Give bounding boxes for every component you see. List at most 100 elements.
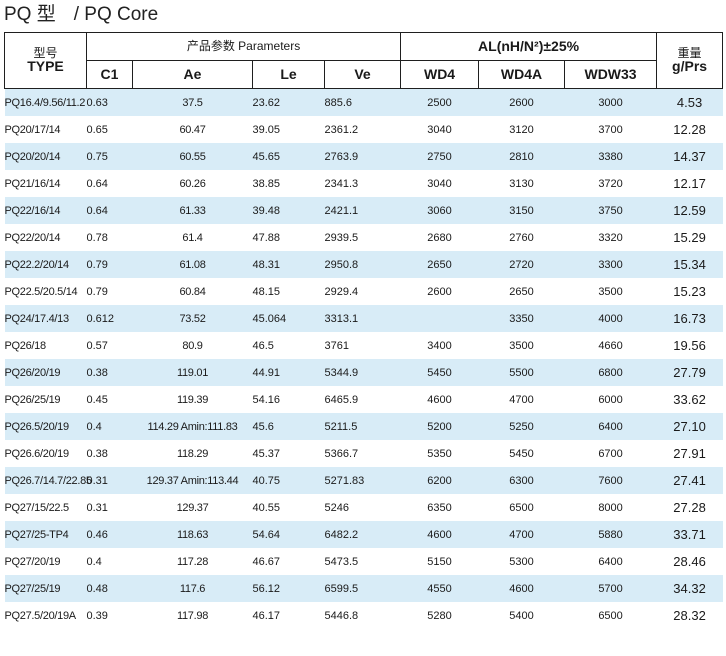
ve-cell: 5271.83	[324, 467, 401, 494]
ae-cell: 117.28	[132, 548, 253, 575]
wd4-cell: 5150	[400, 548, 479, 575]
c1-cell: 0.38	[86, 440, 133, 467]
weight-cell: 33.71	[656, 521, 723, 548]
table-row: PQ22.2/20/14 0.79 61.08 48.31 2950.8 2650 2720…	[4, 251, 723, 278]
type-cell: PQ20/17/14	[4, 116, 87, 143]
ae-cell: 37.5	[132, 88, 253, 116]
ve-cell: 5366.7	[324, 440, 401, 467]
wd4-cell: 4600	[400, 386, 479, 413]
ve-cell: 3313.1	[324, 305, 401, 332]
wd4a-cell: 2650	[478, 278, 565, 305]
type-cell: PQ16.4/9.56/11.2	[4, 88, 87, 116]
le-cell: 46.5	[252, 332, 325, 359]
weight-cell: 15.23	[656, 278, 723, 305]
page-title-main: PQ 型	[4, 4, 56, 25]
table-row: PQ22/16/14 0.64 61.33 39.48 2421.1 3060 3150 37…	[4, 197, 723, 224]
type-cell: PQ27.5/20/19A	[4, 602, 87, 629]
ve-cell: 3761	[324, 332, 401, 359]
ae-cell: 118.29	[132, 440, 253, 467]
type-cell: PQ22/20/14	[4, 224, 87, 251]
table-row: PQ26.7/14.7/22.85 0.31 129.37 Amin:113.44 4…	[4, 467, 723, 494]
weight-cell: 27.28	[656, 494, 723, 521]
header-row-columns: C1 Ae Le Ve WD4 WD4A WDW33	[5, 60, 723, 89]
table-row: PQ16.4/9.56/11.2 0.63 37.5 23.62 885.6 2500 26…	[4, 88, 723, 116]
ae-cell: 60.47	[132, 116, 253, 143]
le-cell: 39.05	[252, 116, 325, 143]
type-cell: PQ26.6/20/19	[4, 440, 87, 467]
c1-cell: 0.31	[86, 494, 133, 521]
le-cell: 23.62	[252, 88, 325, 116]
wd4-cell: 4550	[400, 575, 479, 602]
wd4a-cell: 4600	[478, 575, 565, 602]
table-row: PQ21/16/14 0.64 60.26 38.85 2341.3 3040 3130 37…	[4, 170, 723, 197]
ve-cell: 2421.1	[324, 197, 401, 224]
col-header-wd4a: WD4A	[478, 60, 566, 89]
ae-cell: 60.84	[132, 278, 253, 305]
ae-cell: 118.63	[132, 521, 253, 548]
wdw33-cell: 6400	[564, 413, 657, 440]
wdw33-cell: 6000	[564, 386, 657, 413]
wdw33-cell: 6800	[564, 359, 657, 386]
le-cell: 45.6	[252, 413, 325, 440]
type-cell: PQ26.7/14.7/22.85	[4, 467, 92, 494]
table-row: PQ27/25-TP4 0.46 118.63 54.64 6482.2 4600 4700…	[4, 521, 723, 548]
wdw33-cell: 6700	[564, 440, 657, 467]
type-cell: PQ26/20/19	[4, 359, 87, 386]
wd4-cell: 2650	[400, 251, 479, 278]
wd4a-cell: 5500	[478, 359, 565, 386]
wd4-cell: 3040	[400, 170, 479, 197]
weight-cell: 28.32	[656, 602, 723, 629]
col-header-le: Le	[252, 60, 325, 89]
c1-cell: 0.78	[86, 224, 133, 251]
le-cell: 46.17	[252, 602, 325, 629]
ve-cell: 5344.9	[324, 359, 401, 386]
wd4-cell: 2500	[400, 88, 479, 116]
c1-cell: 0.79	[86, 278, 133, 305]
parameters-group-header: 产品参数 Parameters	[85, 32, 402, 61]
col-header-c1: C1	[86, 60, 133, 89]
wd4a-cell: 3150	[478, 197, 565, 224]
ae-cell: 129.37 Amin:113.44	[132, 467, 253, 494]
wd4-cell: 6200	[400, 467, 479, 494]
page-title-sub: / PQ Core	[73, 4, 159, 25]
ve-cell: 5246	[324, 494, 401, 521]
le-cell: 46.67	[252, 548, 325, 575]
le-cell: 48.15	[252, 278, 325, 305]
ae-cell: 117.98	[132, 602, 253, 629]
wd4a-cell: 2720	[478, 251, 565, 278]
wd4-cell: 5200	[400, 413, 479, 440]
table-row: PQ26.5/20/19 0.4 114.29 Amin:111.83 45.6 521…	[4, 413, 723, 440]
table-row: PQ20/17/14 0.65 60.47 39.05 2361.2 3040 3120 37…	[4, 116, 723, 143]
ae-cell: 117.6	[132, 575, 253, 602]
wdw33-cell: 3300	[564, 251, 657, 278]
wd4a-cell: 2760	[478, 224, 565, 251]
type-cell: PQ22/16/14	[4, 197, 87, 224]
ve-cell: 5473.5	[324, 548, 401, 575]
wd4a-cell: 5250	[478, 413, 565, 440]
le-cell: 56.12	[252, 575, 325, 602]
ve-cell: 5446.8	[324, 602, 401, 629]
type-header-cn: 型号	[33, 45, 58, 60]
weight-cell: 12.28	[656, 116, 723, 143]
wd4-cell: 6350	[400, 494, 479, 521]
table-row: PQ27.5/20/19A 0.39 117.98 46.17 5446.8 5280 54…	[4, 602, 723, 629]
wdw33-cell: 3000	[564, 88, 657, 116]
wd4-cell: 4600	[400, 521, 479, 548]
wd4-cell: 2600	[400, 278, 479, 305]
wd4a-cell: 5300	[478, 548, 565, 575]
type-header: 型号 TYPE	[4, 32, 87, 89]
le-cell: 40.55	[252, 494, 325, 521]
wdw33-cell: 3700	[564, 116, 657, 143]
le-cell: 40.75	[252, 467, 325, 494]
ae-cell: 119.39	[132, 386, 253, 413]
le-cell: 47.88	[252, 224, 325, 251]
type-cell: PQ21/16/14	[4, 170, 87, 197]
c1-cell: 0.38	[86, 359, 133, 386]
ve-cell: 6482.2	[324, 521, 401, 548]
weight-cell: 12.59	[656, 197, 723, 224]
le-cell: 38.85	[252, 170, 325, 197]
weight-cell: 14.37	[656, 143, 723, 170]
wd4-cell: 5280	[400, 602, 479, 629]
wd4a-cell: 3130	[478, 170, 565, 197]
wd4-cell: 2750	[400, 143, 479, 170]
